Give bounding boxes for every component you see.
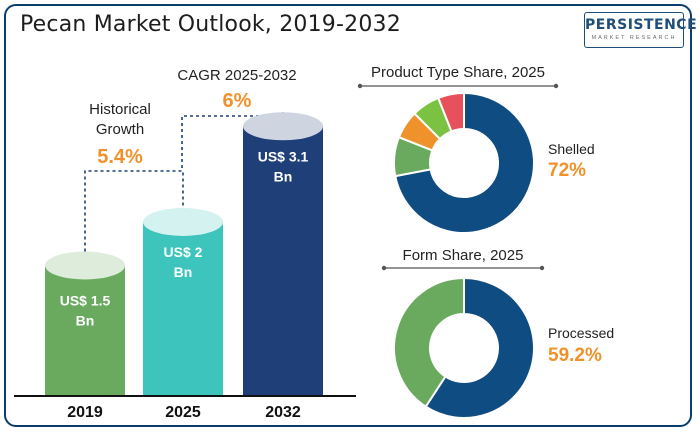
- bar-value-label: US$ 1.5: [60, 293, 111, 309]
- bar-marks: US$ 1.5 Bn US$ 2 Bn US$ 3.1 Bn: [45, 112, 323, 397]
- donut2-rule-dot-right: [539, 265, 545, 271]
- donut1-highlight-label: Shelled: [548, 141, 595, 157]
- donut2-title-bg: [386, 241, 540, 266]
- donut1-title: Product Type Share, 2025: [371, 64, 545, 81]
- historical-growth-label: Historical: [89, 101, 151, 118]
- x-tick-2025: 2025: [165, 404, 201, 421]
- donut1-highlight-value: 72%: [548, 160, 586, 181]
- donut1-slices: [393, 91, 535, 234]
- donut1-rule-dot-left: [357, 83, 363, 89]
- bar-2025: US$ 2 Bn: [143, 208, 223, 396]
- donut1-slice-shelled: [394, 91, 535, 234]
- bar-value-label: US$ 3.1: [258, 148, 309, 164]
- cagr-value: 6%: [223, 90, 252, 112]
- cagr-connector: [181, 112, 284, 168]
- bar-cap-2019: [45, 251, 125, 280]
- bar-value-label: US$ 2: [164, 244, 203, 260]
- donut2-slice-processed: [424, 276, 535, 419]
- bar-value-label: Bn: [76, 313, 95, 329]
- donut2-slice-2: [393, 276, 465, 409]
- historical-growth-label: Growth: [96, 121, 144, 138]
- bar-value-label: Bn: [174, 264, 193, 280]
- x-tick-2032: 2032: [265, 404, 301, 421]
- bar-value-label: Bn: [274, 168, 293, 184]
- logo-main-text: PERSISTENCE: [585, 17, 698, 33]
- donut1-rule-dot-right: [553, 83, 559, 89]
- bar-body-2032: [243, 126, 323, 397]
- donut1-title-bg: [362, 58, 554, 84]
- donut2-slices: [393, 276, 535, 419]
- page-title: Pecan Market Outlook, 2019-2032: [20, 12, 401, 37]
- growth-annotations: Historical Growth 5.4% CAGR 2025-2032 6%: [89, 67, 296, 168]
- x-tick-2019: 2019: [67, 404, 103, 421]
- donut2-highlight-label: Processed: [548, 325, 614, 341]
- bar-body-2025: [143, 222, 223, 396]
- bar-body-2019: [45, 265, 125, 396]
- brand-logo: PERSISTENCE MARKET RESEARCH: [584, 12, 698, 48]
- donut2-title: Form Share, 2025: [403, 247, 524, 264]
- logo-sub-text: MARKET RESEARCH: [591, 35, 677, 41]
- bar-cap-2032: [243, 112, 323, 141]
- form-share-donut: Form Share, 2025 Processed 59.2%: [381, 241, 614, 419]
- product-type-donut: Product Type Share, 2025 Shelled 72%: [357, 58, 595, 234]
- donut2-highlight-value: 59.2%: [548, 345, 602, 366]
- growth-connectors: [84, 112, 284, 252]
- bar-2019: US$ 1.5 Bn: [45, 251, 125, 396]
- bar-cap-2025: [143, 208, 223, 236]
- bar-2032: US$ 3.1 Bn: [243, 112, 323, 397]
- cagr-label: CAGR 2025-2032: [177, 67, 296, 84]
- historical-growth-value: 5.4%: [97, 146, 143, 168]
- donut2-rule-dot-left: [381, 265, 387, 271]
- market-size-bar-chart: US$ 1.5 Bn US$ 2 Bn US$ 3.1 Bn 2019 2025 2032 H…: [14, 67, 356, 421]
- donut1-slice-5: [436, 91, 465, 133]
- x-tick-labels: 2019 2025 2032: [67, 404, 301, 421]
